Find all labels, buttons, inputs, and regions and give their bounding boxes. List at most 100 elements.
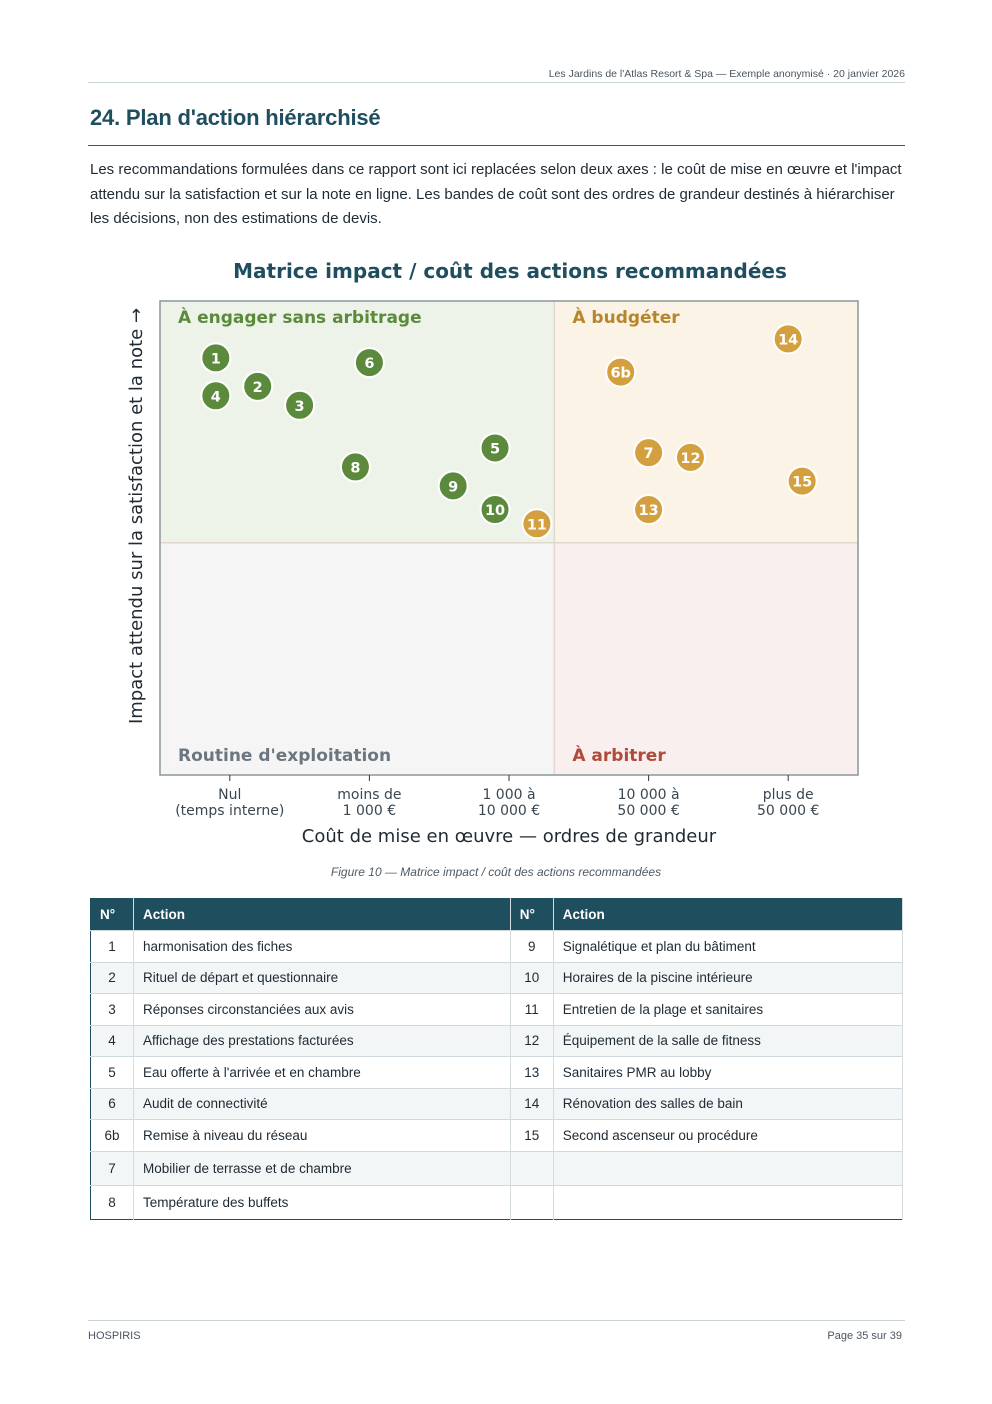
section-title: 24. Plan d'action hiérarchisé <box>90 105 381 130</box>
action-point-label: 4 <box>211 389 221 405</box>
x-tick-label: moins de <box>337 787 401 803</box>
action-point-label: 6 <box>364 356 374 372</box>
page-number: Page 35 sur 39 <box>827 1330 902 1342</box>
quadrant-background <box>160 542 555 775</box>
quadrant-label: Routine d'exploitation <box>178 746 391 766</box>
impact-cost-matrix-chart: À engager sans arbitrage À budgéter Routin… <box>126 300 859 847</box>
page-header: Les Jardins de l'Atlas Resort & Spa — Ex… <box>548 68 905 80</box>
action-label-cell: Équipement de la salle de fitness <box>553 1024 904 1057</box>
table-row: 8 Température des buffets <box>90 1184 904 1219</box>
action-point <box>200 342 232 374</box>
table-row: 6b Remise à niveau du réseau 15 Second asce… <box>90 1119 904 1151</box>
action-number-cell: 1 <box>90 930 134 962</box>
action-point <box>521 508 553 540</box>
action-number-cell: 5 <box>90 1056 134 1088</box>
footer-divider <box>88 1320 905 1321</box>
table-row: 1 harmonisation des fiches 9 Signalétique e… <box>90 930 904 962</box>
action-number-cell: 14 <box>510 1087 554 1120</box>
action-number-cell: 4 <box>90 1024 134 1057</box>
table-header-num: N° <box>90 898 134 931</box>
quadrant-background <box>554 301 858 543</box>
action-label-cell <box>553 1184 904 1219</box>
action-point-label: 12 <box>680 451 700 467</box>
y-axis-label: Impact attendu sur la satisfaction et la… <box>126 308 147 724</box>
action-point-label: 5 <box>490 441 500 457</box>
action-label-cell: Réponses circonstanciées aux avis <box>133 993 511 1025</box>
table-row: 5 Eau offerte à l'arrivée et en chambre 13… <box>90 1056 904 1088</box>
action-point <box>339 451 371 483</box>
action-point <box>605 356 637 388</box>
figure-caption: Figure 10 — Matrice impact / coût des ac… <box>330 865 662 879</box>
action-number-cell: 3 <box>90 993 134 1025</box>
action-number-cell: 6 <box>90 1087 134 1120</box>
action-label-cell: Rituel de départ et questionnaire <box>133 961 511 994</box>
chart-title: Matrice impact / coût des actions recomm… <box>233 259 787 283</box>
action-point-label: 11 <box>527 517 547 533</box>
table-header-num: N° <box>510 898 554 931</box>
action-label-cell: Sanitaires PMR au lobby <box>553 1056 904 1088</box>
action-label-cell: Signalétique et plan du bâtiment <box>553 930 904 962</box>
action-number-cell: 11 <box>510 993 554 1025</box>
action-point <box>786 465 818 497</box>
action-label-cell: Température des buffets <box>133 1184 511 1219</box>
header-divider <box>88 82 905 83</box>
action-point <box>353 347 385 379</box>
action-label-cell: Second ascenseur ou procédure <box>553 1119 904 1151</box>
quadrant-label: À engager sans arbitrage <box>178 306 422 328</box>
action-label-cell: Horaires de la piscine intérieure <box>553 961 904 994</box>
action-label-cell: Eau offerte à l'arrivée et en chambre <box>133 1056 511 1088</box>
action-point <box>284 389 316 421</box>
action-point-label: 1 <box>211 351 221 367</box>
intro-paragraph: Les recommandations formulées dans ce ra… <box>90 161 902 227</box>
action-number-cell: 8 <box>90 1184 134 1219</box>
action-point-label: 8 <box>350 460 360 476</box>
action-number-cell: 2 <box>90 961 134 994</box>
x-tick-label: 1 000 à <box>482 787 535 803</box>
action-point-label: 13 <box>639 503 659 519</box>
table-row: 2 Rituel de départ et questionnaire 10 Hora… <box>90 961 904 994</box>
x-tick-label: plus de <box>763 787 814 803</box>
action-label-cell: Affichage des prestations facturées <box>133 1024 511 1057</box>
action-number-cell: 6b <box>90 1119 134 1151</box>
action-point <box>633 437 665 469</box>
action-point-label: 9 <box>448 479 458 495</box>
x-tick-label: Nul <box>218 787 241 803</box>
table-row: 7 Mobilier de terrasse et de chambre <box>90 1150 904 1185</box>
title-divider <box>88 145 905 146</box>
action-point-label: 10 <box>485 503 505 519</box>
action-label-cell: Entretien de la plage et sanitaires <box>553 993 904 1025</box>
action-label-cell: harmonisation des fiches <box>133 930 511 962</box>
table-row: 6 Audit de connectivité 14 Rénovation des s… <box>90 1087 904 1120</box>
action-point <box>200 380 232 412</box>
action-point <box>437 470 469 502</box>
table-row: 3 Réponses circonstanciées aux avis 11 Entr… <box>90 993 904 1025</box>
action-number-cell: 7 <box>90 1150 134 1185</box>
action-label-cell <box>553 1150 904 1185</box>
quadrant-label: À arbitrer <box>572 744 666 766</box>
action-number-cell: 9 <box>510 930 554 962</box>
action-point-label: 14 <box>778 332 798 348</box>
table-row: 4 Affichage des prestations facturées 12 Éq… <box>90 1024 904 1057</box>
actions-table: N° Action N° Action 1 harmonisation des f… <box>90 898 904 1220</box>
action-point <box>674 441 706 473</box>
action-number-cell <box>510 1184 554 1219</box>
action-label-cell: Audit de connectivité <box>133 1087 511 1120</box>
action-number-cell: 13 <box>510 1056 554 1088</box>
action-point <box>479 432 511 464</box>
x-tick-label: 10 000 à <box>618 787 680 803</box>
x-tick-label: 1 000 € <box>343 803 396 819</box>
x-tick-label: 50 000 € <box>617 803 679 819</box>
action-number-cell: 10 <box>510 961 554 994</box>
quadrant-label: À budgéter <box>572 306 680 328</box>
x-tick-label: (temps interne) <box>175 803 284 819</box>
action-label-cell: Remise à niveau du réseau <box>133 1119 511 1151</box>
action-point <box>772 323 804 355</box>
action-number-cell: 12 <box>510 1024 554 1057</box>
quadrant-background <box>554 542 858 775</box>
action-number-cell <box>510 1150 554 1185</box>
x-tick-label: 50 000 € <box>757 803 819 819</box>
action-point <box>242 370 274 402</box>
action-point <box>479 494 511 526</box>
action-number-cell: 15 <box>510 1119 554 1151</box>
x-axis-label: Coût de mise en œuvre — ordres de grande… <box>302 826 717 847</box>
